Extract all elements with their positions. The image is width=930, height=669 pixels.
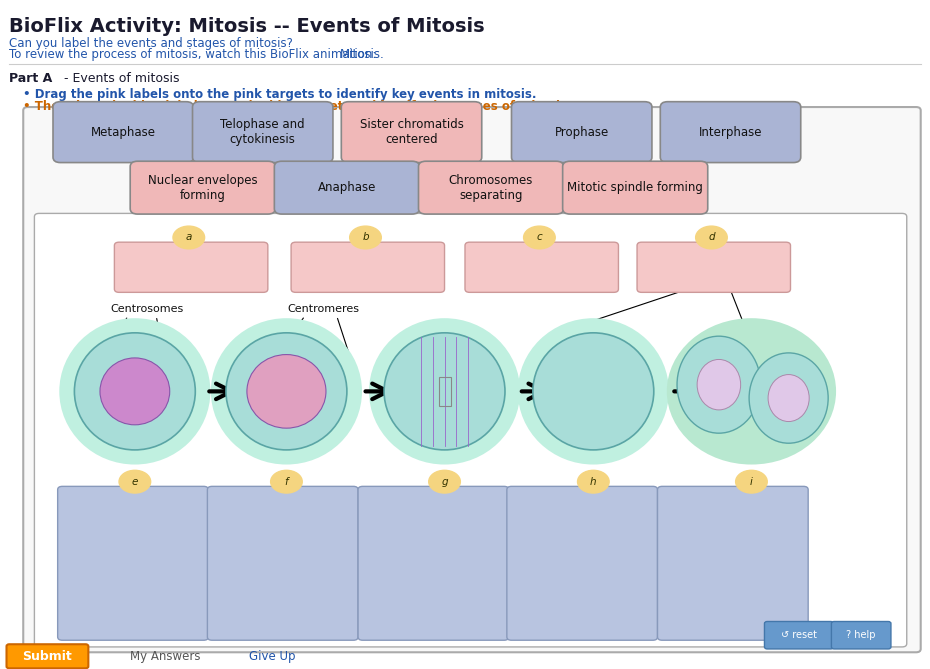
Text: Can you label the events and stages of mitosis?: Can you label the events and stages of m… (9, 37, 293, 50)
Ellipse shape (533, 333, 654, 450)
Circle shape (696, 226, 727, 249)
FancyBboxPatch shape (207, 486, 358, 640)
Text: Interphase: Interphase (698, 126, 763, 138)
Ellipse shape (100, 358, 169, 425)
FancyBboxPatch shape (764, 622, 833, 649)
Text: Centrosomes: Centrosomes (111, 304, 183, 314)
Text: f: f (285, 477, 288, 486)
FancyBboxPatch shape (637, 242, 790, 292)
Ellipse shape (667, 318, 836, 464)
Text: b: b (362, 233, 369, 242)
FancyBboxPatch shape (130, 161, 275, 214)
Ellipse shape (211, 318, 362, 464)
Ellipse shape (74, 333, 195, 450)
Ellipse shape (369, 318, 520, 464)
Ellipse shape (384, 333, 505, 450)
Text: g: g (441, 477, 448, 486)
Text: Mitosis.: Mitosis. (339, 48, 384, 61)
Circle shape (429, 470, 460, 493)
Ellipse shape (518, 318, 669, 464)
Text: • Then drag the blue labels onto the blue targets to identify the stages of mito: • Then drag the blue labels onto the blu… (23, 100, 572, 113)
Text: - Events of mitosis: - Events of mitosis (60, 72, 179, 84)
Circle shape (524, 226, 555, 249)
Text: ? help: ? help (846, 630, 876, 640)
FancyBboxPatch shape (507, 486, 658, 640)
FancyBboxPatch shape (34, 213, 907, 647)
FancyBboxPatch shape (58, 486, 208, 640)
Text: d: d (708, 233, 715, 242)
Circle shape (271, 470, 302, 493)
Ellipse shape (226, 333, 347, 450)
Text: My Answers: My Answers (130, 650, 201, 663)
FancyBboxPatch shape (563, 161, 708, 214)
Text: Nuclear envelopes
forming: Nuclear envelopes forming (148, 174, 258, 201)
FancyBboxPatch shape (418, 161, 564, 214)
Ellipse shape (247, 355, 326, 428)
Circle shape (350, 226, 381, 249)
Text: Mitotic spindle forming: Mitotic spindle forming (567, 181, 703, 194)
Ellipse shape (698, 359, 740, 410)
Bar (439, 377, 451, 406)
Ellipse shape (750, 353, 829, 444)
Text: Sister chromatids
centered: Sister chromatids centered (360, 118, 463, 146)
Text: Prophase: Prophase (554, 126, 609, 138)
Text: BioFlix Activity: Mitosis -- Events of Mitosis: BioFlix Activity: Mitosis -- Events of M… (9, 17, 485, 35)
FancyBboxPatch shape (465, 242, 618, 292)
Text: Anaphase: Anaphase (318, 181, 376, 194)
Text: • Drag the pink labels onto the pink targets to identify key events in mitosis.: • Drag the pink labels onto the pink tar… (23, 88, 537, 101)
Ellipse shape (677, 337, 761, 434)
Circle shape (173, 226, 205, 249)
Text: c: c (537, 233, 542, 242)
FancyBboxPatch shape (53, 102, 193, 163)
Text: e: e (132, 477, 138, 486)
Circle shape (578, 470, 609, 493)
FancyBboxPatch shape (291, 242, 445, 292)
FancyBboxPatch shape (658, 486, 808, 640)
Text: To review the process of mitosis, watch this BioFlix animation:: To review the process of mitosis, watch … (9, 48, 380, 61)
Text: Telophase and
cytokinesis: Telophase and cytokinesis (220, 118, 305, 146)
Text: Part A: Part A (9, 72, 53, 84)
Text: Centromeres: Centromeres (287, 304, 360, 314)
Text: h: h (590, 477, 597, 486)
FancyBboxPatch shape (114, 242, 268, 292)
Circle shape (736, 470, 767, 493)
FancyBboxPatch shape (831, 622, 891, 649)
Text: Give Up: Give Up (249, 650, 296, 663)
Text: Submit: Submit (22, 650, 73, 663)
FancyBboxPatch shape (274, 161, 419, 214)
FancyBboxPatch shape (7, 644, 88, 668)
Ellipse shape (60, 318, 210, 464)
FancyBboxPatch shape (660, 102, 801, 163)
Ellipse shape (768, 375, 809, 421)
FancyBboxPatch shape (341, 102, 482, 163)
FancyBboxPatch shape (23, 107, 921, 652)
Text: i: i (750, 477, 753, 486)
Text: a: a (186, 233, 192, 242)
FancyBboxPatch shape (358, 486, 509, 640)
Text: Metaphase: Metaphase (91, 126, 155, 138)
FancyBboxPatch shape (193, 102, 333, 163)
Text: ↺ reset: ↺ reset (781, 630, 817, 640)
FancyBboxPatch shape (512, 102, 652, 163)
Circle shape (119, 470, 151, 493)
Text: Chromosomes
separating: Chromosomes separating (449, 174, 533, 201)
